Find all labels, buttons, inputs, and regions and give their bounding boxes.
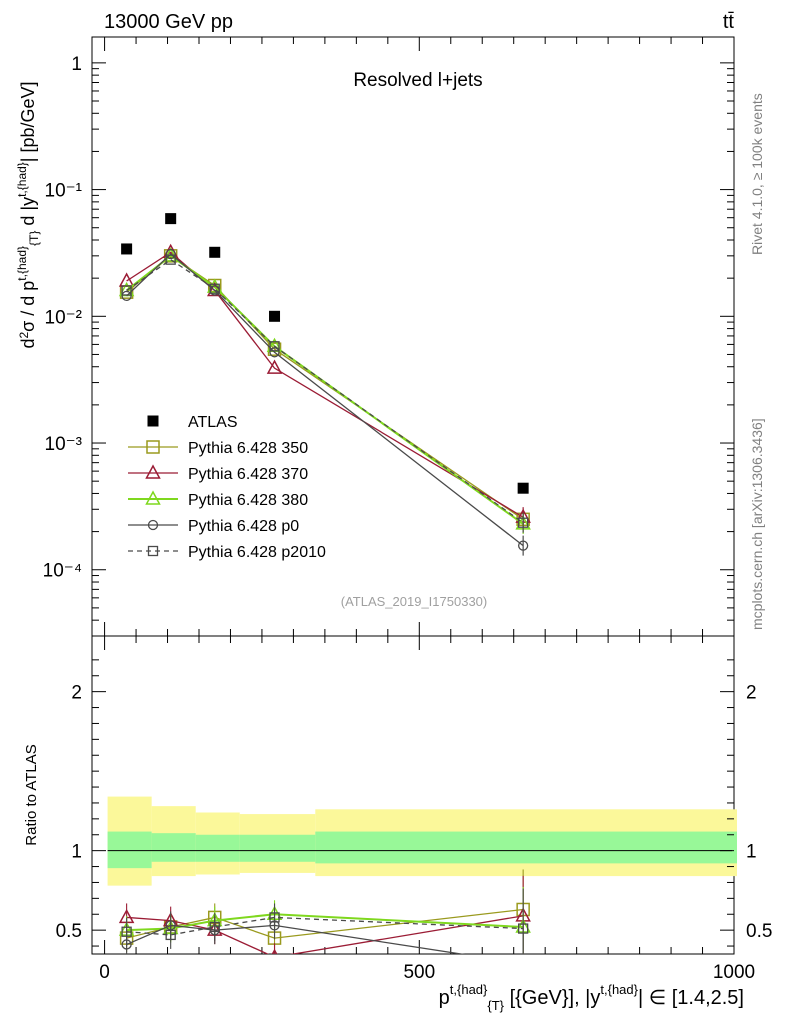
data-point [269,310,281,322]
legend-item-atlas: ATLAS [147,414,238,431]
data-point [165,213,177,225]
data-point [269,341,280,352]
legend-item-pythia-6-428-p0: Pythia 6.428 p0 [128,518,299,535]
ratio-point [517,923,529,934]
ratio-line [126,916,524,936]
ratio-point [121,926,132,937]
ratio-y-tick-label-left: 1 [71,842,82,863]
data-point [165,254,176,265]
legend-label: Pythia 6.428 370 [188,466,308,483]
ratio-y-tick-label-right: 1 [746,842,757,863]
series-line [126,258,524,524]
x-tick-label: 0 [99,962,110,983]
ratio-line [126,924,466,954]
ratio-y-tick-label-right: 2 [746,683,757,704]
series-line [126,251,524,518]
data-point [121,243,133,255]
band-inner-1 [151,833,196,862]
legend-item-pythia-6-428-380: Pythia 6.428 380 [128,490,308,509]
band-inner-3 [239,834,316,862]
ratio-y-tick-label-right: 0.5 [746,921,772,942]
ratio-y-axis-ticks: 0.5 0.5 1 1 2 2 [56,659,772,947]
rivet-version-label: Rivet 4.1.0, ≥ 100k events [749,93,765,255]
main-y-label: d2σ / d pt,{had}{T} d |yt,{had}| [pb/GeV… [15,81,41,348]
plot-title: Resolved l+jets [353,70,482,91]
main-series-atlas [121,213,529,494]
legend-label: Pythia 6.428 p2010 [188,544,326,561]
band-inner-2 [195,834,240,862]
data-point [517,517,529,528]
legend-marker [145,490,161,505]
data-point [266,359,283,374]
data-point [517,482,529,494]
ratio-y-label: Ratio to ATLAS [23,744,40,845]
ratio-y-tick-label-left: 2 [71,683,82,704]
ratio-series-pythia-6-428-350 [119,869,530,953]
band-inner-0 [107,831,152,869]
main-series-pythia-6-428-p0 [121,248,529,556]
main-y-tick-label: 10⁻¹ [45,181,83,202]
legend-marker [146,440,160,454]
ratio-point [209,921,220,933]
process-label: tt̄ [723,11,735,33]
svg-text:pt,{had}{T} [{GeV}], |yt,{had}: pt,{had}{T} [{GeV}], |yt,{had}| ∈ [1.4,2… [439,982,744,1013]
ratio-uncertainty-bands [107,796,737,886]
main-y-tick-label: 10⁻⁴ [43,561,82,582]
legend-marker [147,519,159,531]
ratio-y-tick-label-left: 0.5 [56,921,82,942]
legend: ATLAS Pythia 6.428 350 Pythia 6.428 370 Pyt… [128,414,326,561]
series-line [126,255,524,520]
series-line [126,254,524,525]
main-series-pythia-6-428-p2010 [121,254,529,533]
main-series-pythia-6-428-350 [119,249,530,530]
ratio-series-pythia-6-428-p2010 [121,888,529,954]
data-point [121,290,132,302]
legend-label: Pythia 6.428 p0 [188,518,299,535]
x-tick-label: 1000 [713,962,755,983]
data-point [121,285,132,296]
legend-marker [145,464,161,479]
source-label: mcplots.cern.ch [arXiv:1306.3436] [749,418,765,630]
legend-label: ATLAS [188,414,238,431]
svg-text:d2σ / d pt,{had}{T} d |yt,{had: d2σ / d pt,{had}{T} d |yt,{had}| [pb/GeV… [15,81,41,348]
ratio-point [269,912,280,923]
legend-marker [147,545,159,557]
legend-item-pythia-6-428-370: Pythia 6.428 370 [128,464,308,483]
band-inner-4 [315,831,737,864]
data-point [517,540,529,551]
x-axis-ticks: 0 500 1000 [99,37,755,983]
main-y-tick-label: 10⁻³ [45,434,83,455]
analysis-id: (ATLAS_2019_I1750330) [341,594,487,609]
series-line [126,253,524,547]
data-point [165,248,176,260]
data-point [209,246,221,258]
ratio-y-label-text: Ratio to ATLAS [23,744,40,845]
energy-label: 13000 GeV pp [104,11,233,33]
data-point [209,283,220,294]
legend-label: Pythia 6.428 350 [188,440,308,457]
legend-item-pythia-6-428-350: Pythia 6.428 350 [128,440,308,457]
main-y-tick-label: 10⁻² [45,307,83,328]
data-point [269,347,280,358]
legend-marker [147,415,159,427]
x-axis-label: pt,{had}{T} [{GeV}], |yt,{had}| ∈ [1.4,2… [439,982,744,1013]
legend-item-pythia-6-428-p2010: Pythia 6.428 p2010 [128,544,326,561]
ratio-point [519,959,528,968]
ratio-plot-frame [91,635,735,955]
main-y-tick-label: 1 [71,54,82,75]
legend-label: Pythia 6.428 380 [188,492,308,509]
ratio-point [165,929,176,941]
x-tick-label: 500 [403,962,435,983]
main-y-axis-ticks: 10⁻⁴ 10⁻³ 10⁻² 10⁻¹ 1 [43,54,734,637]
